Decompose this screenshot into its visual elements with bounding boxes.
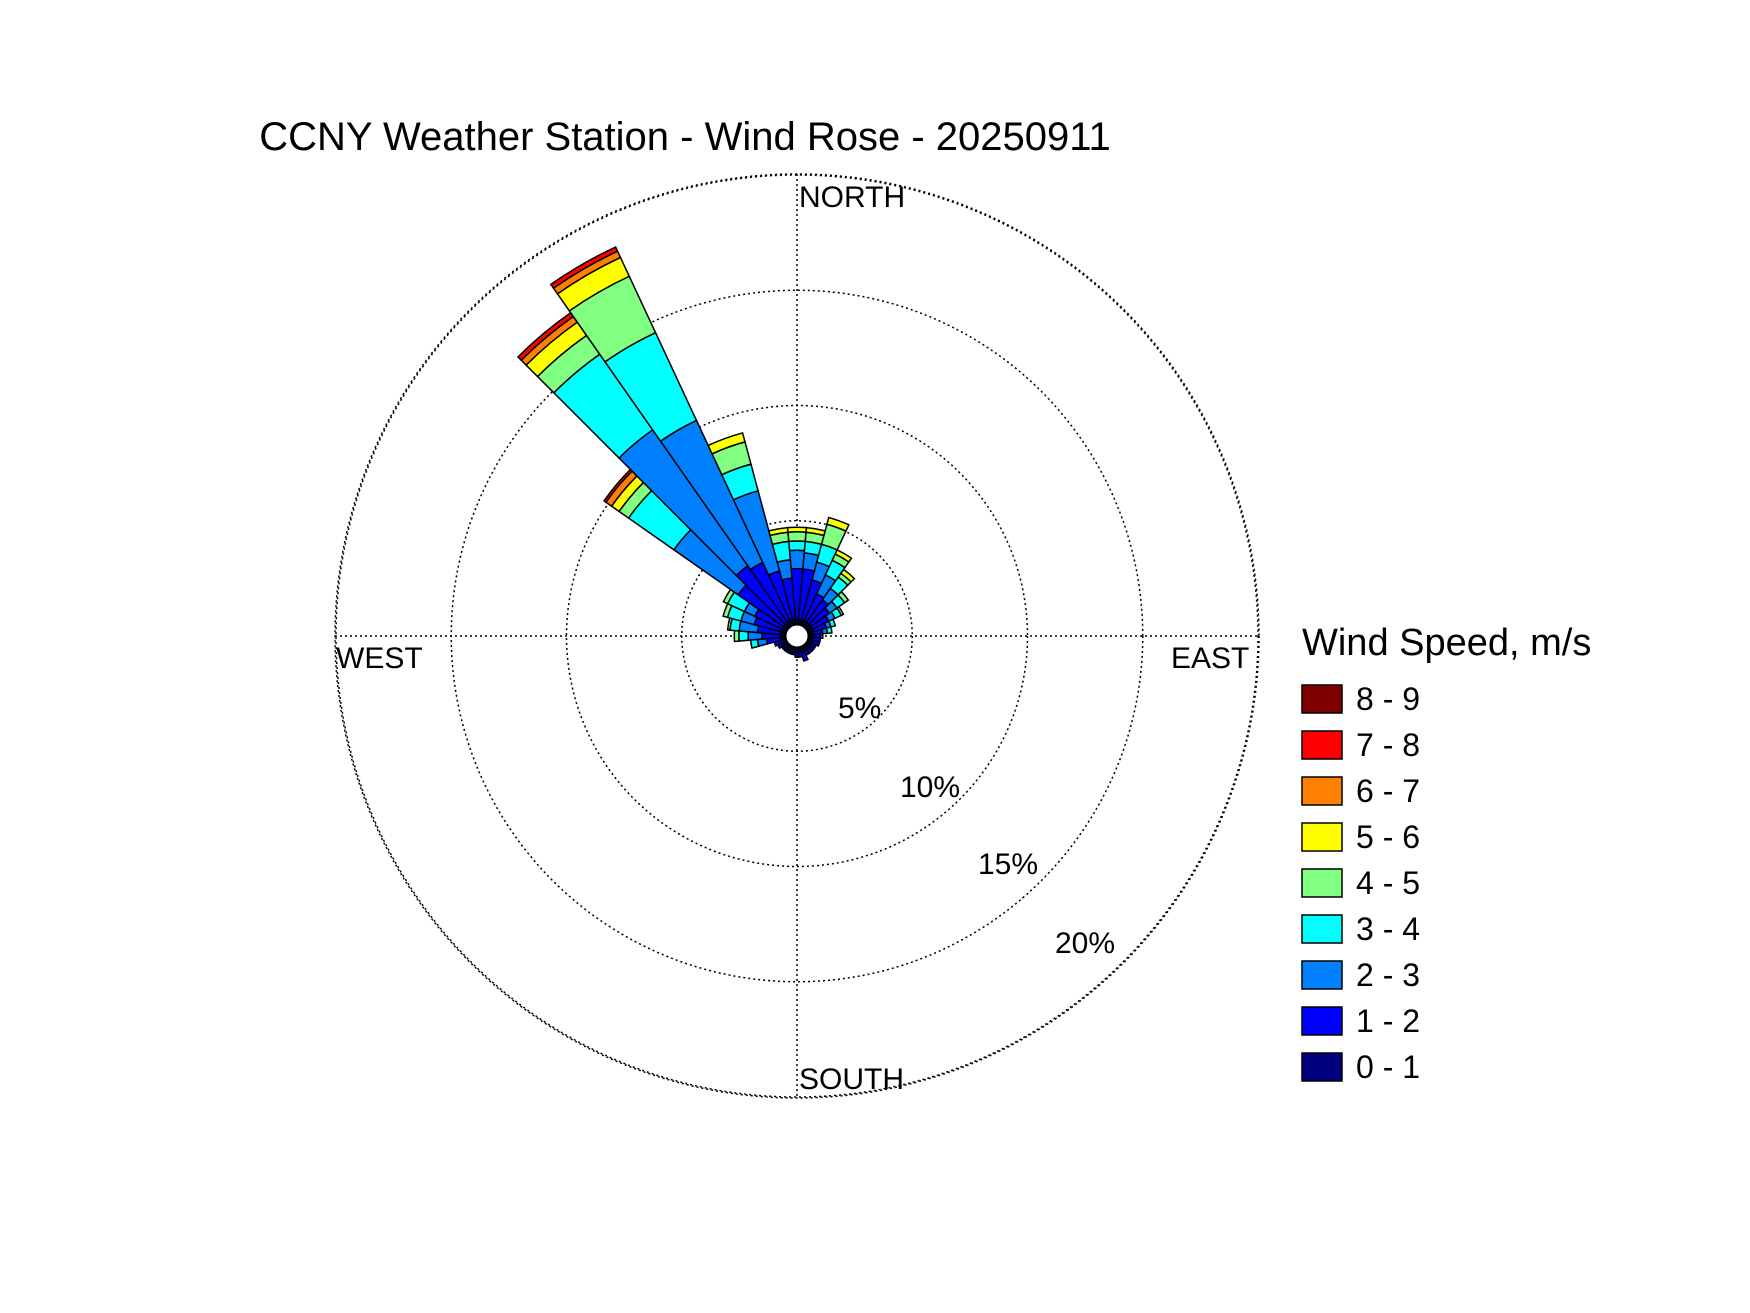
sector-bar-segment xyxy=(825,626,833,635)
sector-bar-segment xyxy=(835,605,845,617)
sector-350 xyxy=(767,526,797,626)
legend-swatch xyxy=(1301,684,1343,714)
sector-340 xyxy=(707,432,795,627)
legend-label: 4 - 5 xyxy=(1356,865,1420,901)
sector-bar-segment xyxy=(749,638,760,649)
sector-bar-segment xyxy=(733,629,740,643)
sector-290 xyxy=(722,602,788,634)
sector-310 xyxy=(602,468,790,631)
sector-280 xyxy=(726,617,787,636)
legend-label: 1 - 2 xyxy=(1356,1003,1420,1039)
legend-swatch xyxy=(1301,822,1343,852)
sector-bar-segment xyxy=(819,632,824,640)
sector-bar-segment xyxy=(738,630,750,642)
legend-label: 5 - 6 xyxy=(1356,819,1420,855)
sector-bar-segment xyxy=(834,548,853,564)
sector-bar-segment xyxy=(837,590,850,604)
sector-bar-segment xyxy=(811,639,821,647)
sector-bar-segment xyxy=(826,516,850,533)
sector-bar-segment xyxy=(788,549,806,570)
sector-bar-segment xyxy=(786,526,808,534)
legend-swatch xyxy=(1301,776,1343,806)
legend-label: 8 - 9 xyxy=(1356,681,1420,717)
legend-label: 7 - 8 xyxy=(1356,727,1420,763)
direction-label-west: WEST xyxy=(336,642,423,675)
radial-tick-label: 5% xyxy=(838,692,881,725)
radial-tick-label: 20% xyxy=(1055,927,1115,960)
legend-swatch xyxy=(1301,730,1343,760)
radial-tick-label: 10% xyxy=(900,771,960,804)
sector-bar-segment xyxy=(787,531,807,543)
sector-40 xyxy=(802,568,856,629)
sector-20 xyxy=(799,516,850,627)
sector-bar-segment xyxy=(827,618,837,628)
legend-swatch xyxy=(1301,868,1343,898)
sector-320 xyxy=(516,311,792,629)
legend-swatch xyxy=(1301,1006,1343,1036)
sector-bar-segment xyxy=(800,650,809,662)
sector-bar-segment xyxy=(549,246,619,290)
grid-ring xyxy=(335,174,1259,1098)
direction-label-east: EAST xyxy=(1171,642,1249,675)
direction-label-south: SOUTH xyxy=(799,1063,904,1096)
sector-bar-segment xyxy=(767,526,789,537)
sector-330 xyxy=(549,246,793,628)
legend: Wind Speed, m/s 8 - 9 7 - 8 6 - 7 5 - 6 4 - … xyxy=(1301,622,1591,1085)
legend-swatch xyxy=(1301,914,1343,944)
sector-30 xyxy=(801,548,853,628)
sector-bar-segment xyxy=(787,540,807,552)
radial-tick-label: 15% xyxy=(978,848,1038,881)
legend-swatch xyxy=(1301,960,1343,990)
legend-label: 3 - 4 xyxy=(1356,911,1420,947)
legend-label: 6 - 7 xyxy=(1356,773,1420,809)
direction-label-north: NORTH xyxy=(799,181,905,214)
calm-center-circle xyxy=(783,622,811,650)
sector-bar-segment xyxy=(839,568,856,583)
legend-label: 2 - 3 xyxy=(1356,957,1420,993)
legend-swatch xyxy=(1301,1052,1343,1082)
legend-title: Wind Speed, m/s xyxy=(1302,622,1591,664)
sector-bars xyxy=(516,246,856,662)
sector-bar-segment xyxy=(707,432,746,455)
legend-label: 0 - 1 xyxy=(1356,1049,1420,1085)
chart-title: CCNY Weather Station - Wind Rose - 20250… xyxy=(259,115,1111,159)
